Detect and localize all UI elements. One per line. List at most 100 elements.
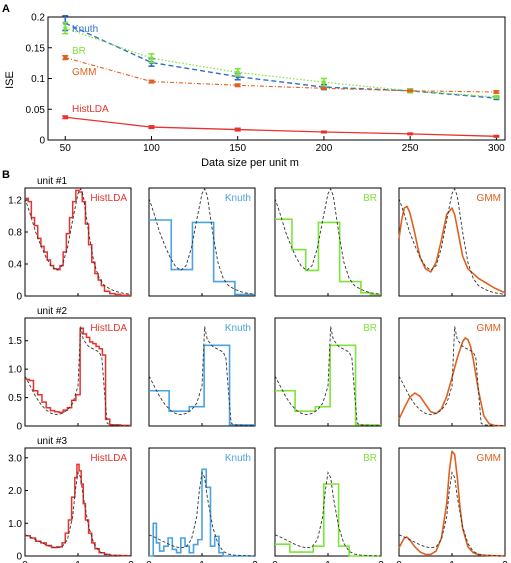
density-y-tick-label: 0.5	[8, 393, 22, 404]
ise-y-tick-label: 0	[39, 136, 45, 147]
ise-y-tick-label: 0.15	[26, 43, 46, 54]
density-panel-frame	[398, 447, 506, 557]
ise-point	[149, 125, 154, 129]
density-y-tick-label: 0.4	[8, 260, 22, 271]
method-label: GMM	[477, 323, 501, 334]
density-x-tick-label: 2	[252, 560, 258, 563]
method-label: GMM	[477, 193, 501, 204]
ise-point	[321, 80, 326, 84]
density-x-tick-label: 0	[396, 560, 402, 563]
density-panel-knuth-3: 0 1 2 Knuth	[146, 447, 258, 563]
ise-x-tick-label: 150	[229, 143, 246, 154]
ise-point	[63, 115, 68, 119]
true-density-curve	[24, 326, 131, 426]
br-histogram	[275, 218, 381, 296]
density-y-tick-label: 1.0	[8, 365, 22, 376]
ise-point	[235, 70, 240, 74]
ise-y-tick-label: 0.1	[31, 74, 45, 85]
density-y-tick-label: 0	[16, 552, 22, 563]
density-panel-frame	[398, 187, 506, 297]
method-label: HistLDA	[90, 453, 127, 464]
ise-x-tick-label: 300	[488, 143, 505, 154]
density-panel-frame	[274, 317, 382, 427]
density-grid: unit #1 0 0.4 0.8 1.2 HistLDA Knuth BR GMM unit #…	[8, 176, 508, 563]
ise-series-knuth	[64, 22, 497, 99]
method-label: Knuth	[225, 453, 251, 464]
density-panel-histlda-3: 0 1 2 0 1.0 2.0 3.0 HistLDA	[8, 447, 134, 563]
knuth-histogram	[149, 468, 255, 557]
method-label: BR	[363, 193, 377, 204]
density-y-tick-label: 1.2	[8, 196, 22, 207]
ise-x-axis-label: Data size per unit m	[201, 157, 299, 169]
true-density-curve	[398, 326, 505, 426]
ise-plot-frame	[47, 16, 506, 141]
gmm-density-curve	[398, 337, 506, 427]
method-label: HistLDA	[90, 323, 127, 334]
density-panel-frame	[148, 317, 256, 427]
ise-series-label: Knuth	[72, 24, 98, 35]
true-density-curve	[148, 187, 256, 295]
density-panel-frame	[398, 317, 506, 427]
density-panel-frame	[274, 187, 382, 297]
true-density-curve	[398, 187, 506, 295]
panel-b-letter: B	[2, 169, 10, 181]
method-label: GMM	[477, 453, 501, 464]
ise-series-label: BR	[72, 46, 86, 57]
ise-point	[321, 130, 326, 134]
unit-row-label: unit #3	[37, 436, 67, 447]
histlda-histogram	[25, 327, 131, 427]
ise-point	[149, 56, 154, 60]
density-x-tick-label: 1	[449, 560, 455, 563]
method-label: Knuth	[225, 193, 251, 204]
method-label: Knuth	[225, 323, 251, 334]
ise-point	[408, 89, 413, 93]
true-density-curve	[274, 471, 382, 557]
ise-x-tick-label: 100	[143, 143, 160, 154]
density-panel-gmm-2: GMM	[398, 317, 506, 427]
ise-x-tick-label: 250	[402, 143, 419, 154]
knuth-histogram	[149, 219, 255, 296]
density-y-tick-label: 0	[16, 422, 22, 433]
method-label: BR	[363, 453, 377, 464]
density-panel-gmm-3: 0 1 2 GMM	[396, 447, 508, 563]
unit-row-label: unit #1	[37, 176, 67, 187]
ise-point	[63, 26, 68, 30]
ise-point	[235, 128, 240, 132]
histlda-histogram	[25, 189, 131, 296]
ise-y-axis-label: ISE	[4, 71, 16, 89]
density-y-tick-label: 0.8	[8, 228, 22, 239]
density-x-tick-label: 2	[378, 560, 384, 563]
br-histogram	[275, 344, 381, 426]
density-panel-br-1: BR	[274, 187, 382, 297]
density-panel-knuth-2: Knuth	[148, 317, 256, 427]
true-density-curve	[148, 326, 255, 426]
density-y-tick-label: 1.5	[8, 336, 22, 347]
ise-point	[235, 83, 240, 87]
ise-x-tick-label: 50	[60, 143, 72, 154]
density-y-tick-label: 3.0	[8, 453, 22, 464]
ise-series-histlda	[65, 116, 497, 137]
density-panel-histlda-2: 0 0.5 1.0 1.5 HistLDA	[8, 317, 132, 433]
true-density-curve	[274, 326, 381, 426]
density-panel-frame	[274, 447, 382, 557]
ise-series-label: GMM	[72, 67, 96, 78]
ise-point	[63, 56, 68, 60]
ise-x-tick-label: 200	[316, 143, 333, 154]
unit-row-label: unit #2	[37, 306, 67, 317]
density-panel-br-3: 0 1 2 BR	[272, 447, 384, 563]
panel-a-letter: A	[2, 3, 10, 15]
ise-point	[494, 134, 499, 138]
gmm-density-curve	[398, 205, 506, 294]
density-x-tick-label: 0	[146, 560, 152, 563]
gmm-density-curve	[398, 450, 506, 557]
histlda-histogram	[25, 463, 131, 557]
density-panel-gmm-1: GMM	[398, 187, 506, 297]
density-x-tick-label: 1	[325, 560, 331, 563]
density-panel-br-2: BR	[274, 317, 382, 427]
ise-series-gmm	[65, 57, 497, 93]
br-histogram	[275, 483, 381, 557]
density-x-tick-label: 0	[272, 560, 278, 563]
true-density-curve	[24, 187, 132, 295]
ise-point	[408, 132, 413, 136]
